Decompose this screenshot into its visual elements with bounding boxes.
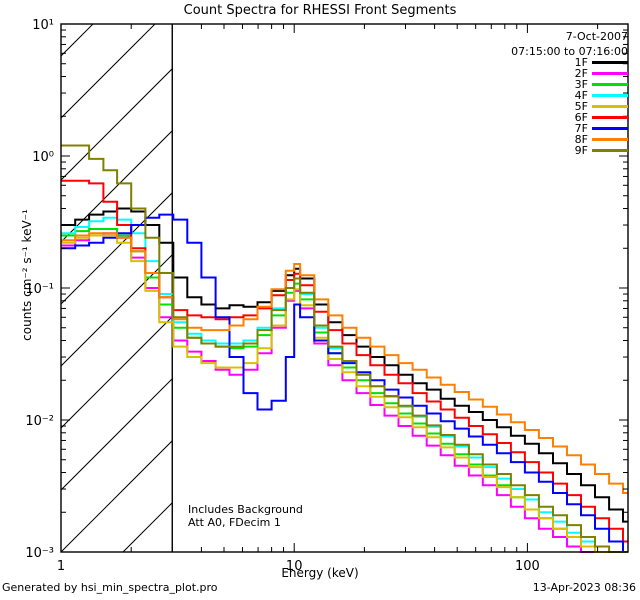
series-line-8f bbox=[61, 232, 628, 494]
hatch-line bbox=[61, 24, 156, 119]
x-axis-label: Energy (keV) bbox=[281, 566, 359, 580]
legend-swatch bbox=[592, 72, 628, 75]
y-tick-label: 10¹ bbox=[32, 18, 54, 33]
page-title: Count Spectra for RHESSI Front Segments bbox=[183, 3, 457, 18]
legend-entry-4f: 4F bbox=[574, 89, 628, 102]
legend-swatch bbox=[592, 127, 628, 130]
plot-note: Includes Background Att A0, FDecim 1 bbox=[188, 503, 303, 529]
x-tick-label: 100 bbox=[515, 559, 540, 574]
legend-label: 2F bbox=[574, 67, 588, 80]
plot-note-line1: Includes Background bbox=[188, 503, 303, 516]
x-tick-label: 1 bbox=[57, 559, 65, 574]
legend-swatch bbox=[592, 105, 628, 108]
y-tick-label: 10⁻¹ bbox=[25, 282, 54, 297]
y-tick-label: 10⁻² bbox=[25, 414, 54, 429]
legend-entry-7f: 7F bbox=[574, 122, 628, 135]
legend-label: 3F bbox=[574, 78, 588, 91]
legend-swatch bbox=[592, 83, 628, 86]
legend-label: 6F bbox=[574, 111, 588, 124]
y-tick-label: 10⁰ bbox=[32, 150, 54, 165]
x-tick-label: 10 bbox=[286, 559, 303, 574]
series-line-9f bbox=[61, 144, 628, 553]
hatch-line bbox=[61, 440, 173, 552]
legend-entry-9f: 9F bbox=[574, 144, 628, 157]
legend-swatch bbox=[592, 94, 628, 97]
legend-entry-3f: 3F bbox=[574, 78, 628, 91]
y-tick-label: 10⁻³ bbox=[25, 546, 54, 561]
legend-label: 1F bbox=[574, 56, 588, 69]
legend: 1F 2F 3F 4F 5F 6F 7F 8F 9F bbox=[574, 56, 628, 157]
hatch-line bbox=[61, 254, 173, 367]
legend-swatch bbox=[592, 61, 628, 64]
legend-label: 4F bbox=[574, 89, 588, 102]
footer-generated-by: Generated by hsi_min_spectra_plot.pro bbox=[2, 581, 218, 594]
observation-time-range: 07:15:00 to 07:16:00 bbox=[511, 45, 628, 58]
hatched-region bbox=[61, 24, 640, 552]
legend-label: 9F bbox=[574, 144, 588, 157]
hatch-line bbox=[61, 378, 173, 491]
legend-swatch bbox=[592, 116, 628, 119]
legend-entry-5f: 5F bbox=[574, 100, 628, 113]
legend-entry-1f: 1F bbox=[574, 56, 628, 69]
legend-entry-2f: 2F bbox=[574, 67, 628, 80]
legend-entry-8f: 8F bbox=[574, 133, 628, 146]
hatch-line bbox=[61, 68, 173, 181]
legend-swatch bbox=[592, 138, 628, 141]
series-line-5f bbox=[61, 234, 628, 553]
observation-date: 7-Oct-2007 bbox=[565, 30, 628, 43]
hatch-line bbox=[122, 502, 173, 552]
legend-swatch bbox=[592, 149, 628, 152]
plot-note-line2: Att A0, FDecim 1 bbox=[188, 516, 281, 529]
legend-label: 5F bbox=[574, 100, 588, 113]
hatch-line bbox=[185, 24, 640, 552]
hatch-line bbox=[61, 192, 173, 305]
footer-timestamp: 13-Apr-2023 08:36 bbox=[532, 581, 636, 594]
legend-entry-6f: 6F bbox=[574, 111, 628, 124]
legend-label: 7F bbox=[574, 122, 588, 135]
legend-label: 8F bbox=[574, 133, 588, 146]
y-axis-label: counts cm⁻² s⁻¹ keV⁻¹ bbox=[20, 209, 34, 341]
